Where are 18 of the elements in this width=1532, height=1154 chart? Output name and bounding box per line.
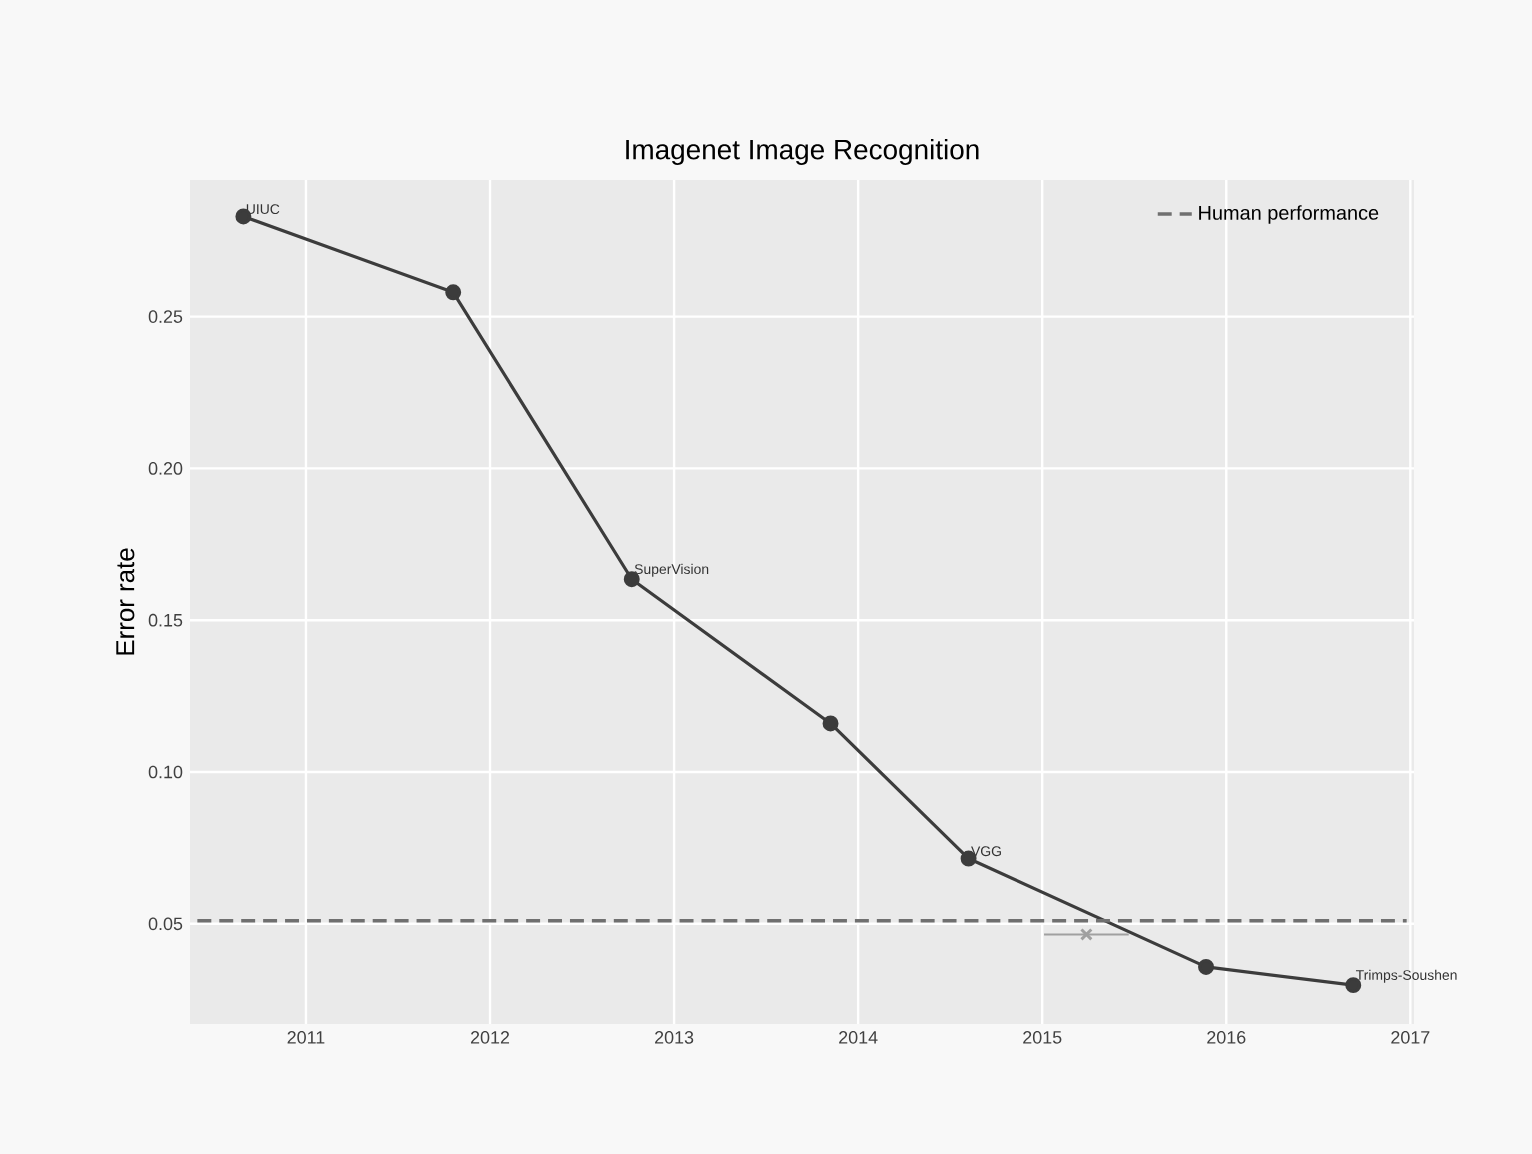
y-tick-label: 0.05 — [148, 917, 183, 931]
x-tick-label: 2011 — [287, 1031, 325, 1044]
y-axis-title: Error rate — [116, 548, 135, 655]
point — [822, 715, 839, 732]
chart-title: Imagenet Image Recognition — [626, 138, 979, 165]
legend-label: Human performance — [1199, 205, 1379, 224]
y-tick-label: 0.10 — [148, 765, 183, 779]
x-tick-label: 2012 — [470, 1031, 510, 1044]
x-tick-label: 2017 — [1391, 1031, 1430, 1044]
point — [1198, 958, 1214, 975]
point — [445, 284, 462, 301]
x-tick-label: 2014 — [839, 1031, 878, 1044]
y-tick-label: 0.20 — [148, 462, 183, 475]
y-tick-label: 0.15 — [148, 613, 183, 627]
y-tick-label: 0.25 — [148, 310, 183, 323]
x-tick-label: 2015 — [1023, 1031, 1062, 1044]
x-tick-label: 2016 — [1207, 1031, 1246, 1044]
x-tick-label: 2013 — [655, 1031, 694, 1044]
